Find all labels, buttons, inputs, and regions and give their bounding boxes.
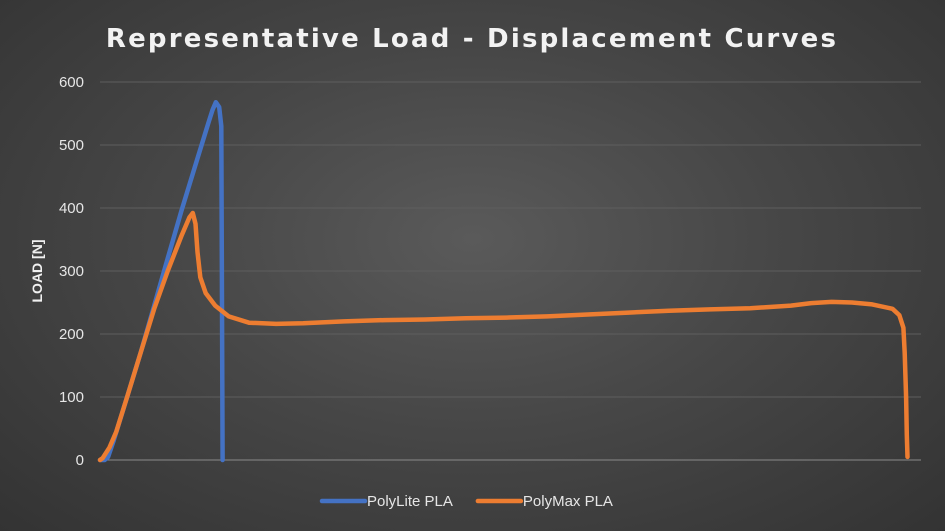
- y-tick-label: 0: [76, 452, 84, 469]
- series-lines: [97, 99, 910, 463]
- y-tick-label: 200: [59, 326, 84, 343]
- y-axis-label: LOAD [N]: [29, 240, 45, 303]
- y-tick-label: 600: [59, 74, 84, 91]
- legend-label-2: PolyMax PLA: [523, 493, 613, 510]
- series-line-1: [97, 99, 225, 463]
- legend: PolyLite PLA PolyMax PLA: [319, 493, 613, 510]
- legend-label-1: PolyLite PLA: [367, 493, 453, 510]
- y-axis-ticks: 0 100 200 300 400 500 600: [59, 74, 84, 469]
- gridlines: [100, 81, 921, 461]
- y-tick-label: 400: [59, 200, 84, 217]
- y-tick-label: 100: [59, 389, 84, 406]
- y-tick-label: 500: [59, 137, 84, 154]
- chart-title: Representative Load - Displacement Curve…: [106, 24, 838, 54]
- y-tick-label: 300: [59, 263, 84, 280]
- series-line-2: [97, 210, 910, 463]
